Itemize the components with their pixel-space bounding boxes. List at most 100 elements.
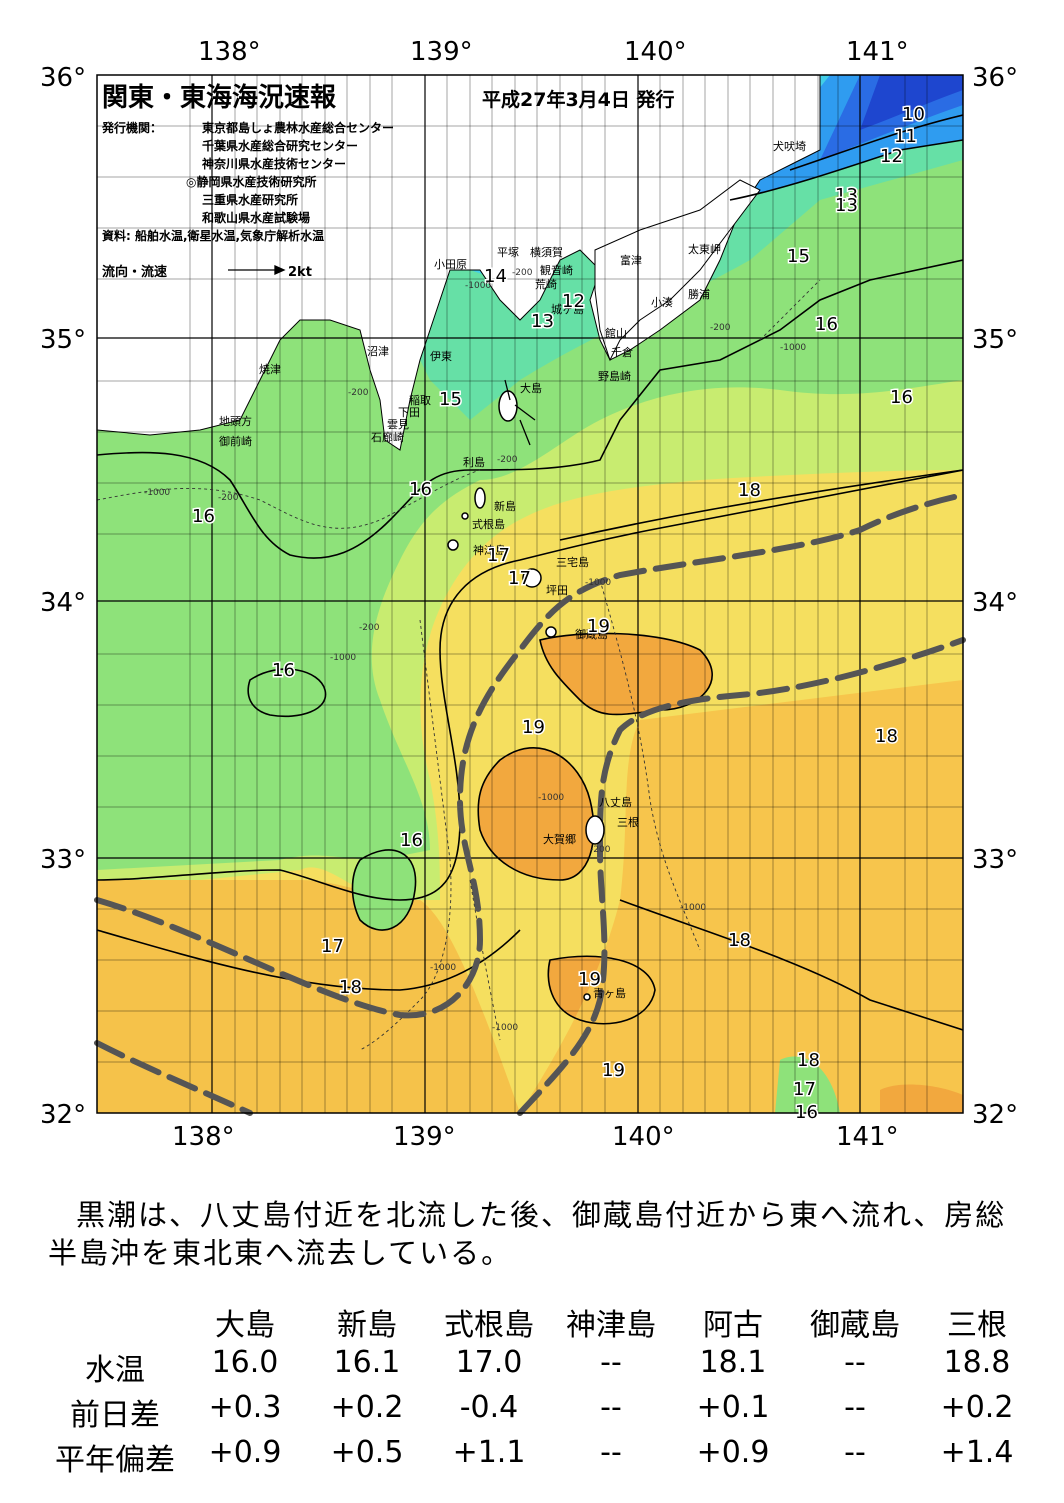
lon-label-top-141: 141° [846, 37, 909, 67]
warm-core-hachijo [478, 747, 594, 880]
isobath-label-l: -1000 [330, 653, 356, 663]
isotherm-12 [789, 114, 963, 171]
contour-label-18-b: 18 [875, 726, 898, 747]
contour-labels: 10 11 12 13 13 14 15 15 12 13 16 16 16 1… [191, 103, 927, 1125]
isobath-labels: -200 -200 -200 -200 -200 -200 -200 -1000… [144, 268, 806, 1033]
isotherm-16-west [97, 259, 963, 559]
place-aogashima: 青ヶ島 [593, 986, 626, 1000]
place-mikurajima: 御蔵島 [575, 627, 608, 641]
lat-label-left-36: 36° [40, 63, 86, 93]
column-header: 神津島 [566, 1308, 656, 1343]
lat-label-left-32: 32° [40, 1100, 86, 1130]
isobath-label-b: -200 [710, 323, 731, 333]
lon-label-top-139: 139° [410, 37, 473, 67]
kuroshio-axis-branch [517, 637, 966, 1116]
isobath-label-o: -1000 [430, 963, 456, 973]
niijima-island [474, 487, 486, 509]
contour-label-16-a: 16 [815, 314, 838, 335]
column-header: 大島 [215, 1308, 275, 1343]
map-frame [96, 74, 964, 1114]
isobath-label-m: -1000 [538, 793, 564, 803]
place-jitogata: 地頭方 [219, 414, 252, 428]
sea-temperature-map: 138° 139° 140° 141° 138° 139° 140° 141° … [40, 37, 1018, 1152]
contour-label-11: 11 [894, 126, 917, 147]
shikinejima-island [461, 512, 469, 520]
flow-legend-label: 流向・流速 [102, 264, 167, 280]
contour-label-19-d: 19 [602, 1060, 625, 1081]
isobath-label-g: -200 [590, 845, 611, 855]
table-cell: -- [844, 1435, 866, 1470]
contour-label-18-a: 18 [738, 480, 761, 501]
ne-warm-patch [880, 1084, 963, 1113]
contour-label-16-c: 16 [409, 479, 432, 500]
contour-label-19-b: 19 [522, 717, 545, 738]
isobath-label-c: -200 [348, 388, 369, 398]
land [97, 75, 821, 451]
publisher-1: 東京都島しょ農林水産総合センター [202, 120, 394, 135]
place-inatori: 稲取 [409, 394, 431, 407]
data-source: 資料: 船舶水温,衛星水温,気象庁解析水温 [102, 228, 324, 243]
issue-date: 平成27年3月4日 発行 [482, 88, 675, 111]
table-cell: +0.9 [696, 1435, 770, 1470]
lat-label-right-36: 36° [972, 63, 1018, 93]
station-temperature-table: 大島 新島 式根島 神津島 阿古 御蔵島 三根 水温 16.0 16.1 17.… [40, 1300, 1040, 1480]
summary-text: 黒潮は、八丈島付近を北流した後、御蔵島付近から東へ流れ、房総半島沖を東北東へ流去… [48, 1198, 1007, 1270]
place-ito: 伊東 [430, 350, 452, 363]
lat-label-right-35: 35° [972, 325, 1018, 355]
place-okago: 大賀郷 [543, 832, 576, 846]
contour-label-18-c: 18 [728, 930, 751, 951]
place-nojimazaki: 野島崎 [598, 369, 631, 383]
contour-label-16-g: 16 [795, 1102, 818, 1123]
kuroshio-axis-south [94, 1040, 253, 1116]
kuroshio-axis-main [94, 492, 966, 1019]
place-numazu: 沼津 [367, 344, 389, 358]
table-header-row: 大島 新島 式根島 神津島 阿古 御蔵島 三根 [40, 1300, 1040, 1345]
isobath-label-n: -1000 [680, 903, 706, 913]
place-tateyama: 館山 [605, 326, 627, 340]
isobath-label-d: -200 [497, 455, 518, 465]
place-chikura: 千倉 [611, 345, 633, 359]
contour-label-17-c: 17 [321, 936, 344, 957]
table-cell: 18.1 [699, 1345, 767, 1380]
isotherm-16-eddy [247, 668, 327, 718]
boso-peninsula [594, 179, 761, 362]
table-cell: +1.4 [940, 1435, 1014, 1470]
oshima-island [498, 390, 518, 422]
place-niijima: 新島 [494, 499, 516, 513]
hachijojima-island [585, 815, 605, 845]
lat-label-left-35: 35° [40, 325, 86, 355]
lon-label-bottom-139: 139° [393, 1122, 456, 1152]
table-cell: +0.2 [940, 1390, 1014, 1425]
lon-label-top-138: 138° [198, 37, 261, 67]
isobaths [97, 279, 821, 1051]
lat-label-right-34: 34° [972, 588, 1018, 618]
place-yokosuka: 横須賀 [530, 245, 563, 259]
isotherm-19-b [477, 747, 595, 881]
isobath-label-e: -200 [218, 493, 239, 503]
isobath-label-i: -1000 [780, 343, 806, 353]
table-cell: -- [600, 1390, 622, 1425]
place-kominato: 小湊 [651, 295, 673, 309]
contour-label-13: 13 [835, 185, 858, 206]
cold-tongue-sw [352, 850, 416, 930]
column-header: 式根島 [444, 1308, 534, 1343]
contour-label-19-c: 19 [578, 969, 601, 990]
aogashima-island [583, 993, 591, 1001]
place-inubosaki: 犬吠埼 [773, 139, 806, 153]
place-yaizu: 焼津 [259, 363, 281, 376]
major-grid [97, 75, 963, 1113]
warm-southwest [97, 880, 520, 1113]
mikurajima-island [545, 626, 557, 638]
place-miyakejima: 三宅島 [556, 555, 589, 569]
publishers-label: 発行機関： [101, 120, 162, 135]
table-cell: -- [600, 1435, 622, 1470]
place-katsuura: 勝浦 [688, 287, 710, 301]
contour-label-18-d: 18 [339, 977, 362, 998]
lat-label-left-34: 34° [40, 588, 86, 618]
contour-label-16-e: 16 [272, 660, 295, 681]
column-header: 御蔵島 [810, 1308, 900, 1343]
table-cell: 16.1 [333, 1345, 401, 1380]
place-omaezaki: 御前崎 [219, 434, 252, 448]
kozushima-island [447, 539, 459, 551]
table-row-water-temp: 水温 16.0 16.1 17.0 -- 18.1 -- 18.8 [40, 1345, 1040, 1390]
